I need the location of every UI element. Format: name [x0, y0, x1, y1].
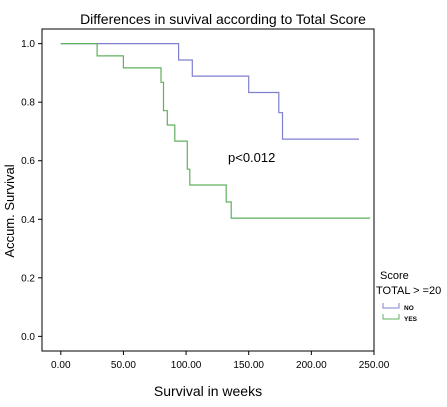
plot-frame — [41, 28, 375, 352]
x-tick-label-1: 50.00 — [111, 360, 136, 371]
p-value-annotation: p<0.012 — [228, 150, 275, 165]
y-tick-label-1: 0.2 — [21, 273, 35, 284]
x-axis: 0.00 50.00 100.00 150.00 200.00 250.00 — [51, 351, 390, 371]
legend-subtitle: TOTAL > =20 — [376, 285, 441, 297]
legend: Score TOTAL > =20 NO YES — [376, 270, 441, 323]
legend-swatch-yes — [382, 314, 400, 320]
x-tick-label-4: 200.00 — [296, 360, 327, 371]
survival-line-yes — [60, 42, 371, 219]
y-tick-label-4: 0.8 — [21, 98, 35, 109]
legend-item-no: NO — [382, 303, 414, 312]
y-tick-label-0: 0.0 — [21, 332, 35, 343]
chart-title: Differences in suvival according to Tota… — [80, 11, 366, 27]
y-axis: 0.0 0.2 0.4 0.6 0.8 1.0 — [21, 39, 42, 343]
legend-item-yes: YES — [382, 314, 418, 323]
x-tick-label-5: 250.00 — [359, 360, 390, 371]
x-tick-label-3: 150.00 — [233, 360, 264, 371]
legend-label-yes: YES — [404, 316, 418, 323]
y-tick-label-5: 1.0 — [21, 39, 35, 50]
x-axis-label: Survival in weeks — [154, 383, 262, 399]
x-tick-label-2: 100.00 — [171, 360, 202, 371]
y-axis-label: Accum. Survival — [2, 164, 17, 257]
survival-line-no — [60, 42, 359, 140]
x-tick-label-0: 0.00 — [51, 360, 71, 371]
y-tick-label-3: 0.6 — [21, 156, 35, 167]
y-tick-label-2: 0.4 — [21, 215, 35, 226]
legend-swatch-no — [382, 303, 400, 309]
series-layer — [60, 42, 371, 219]
legend-label-no: NO — [404, 305, 414, 312]
legend-title: Score — [380, 270, 409, 282]
